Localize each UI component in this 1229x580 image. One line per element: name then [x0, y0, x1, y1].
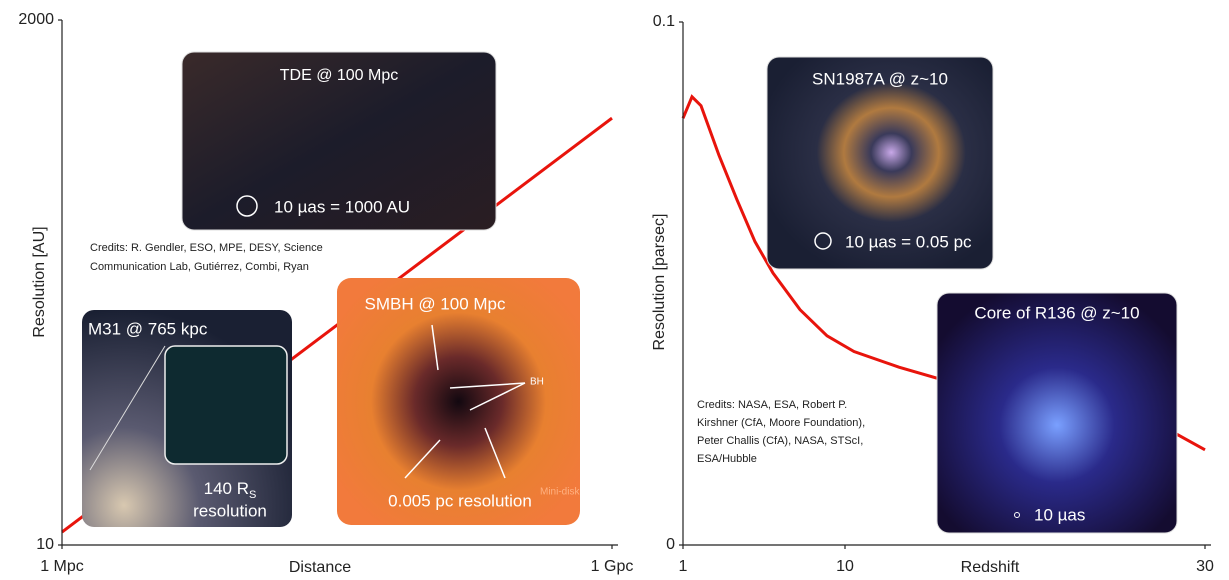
inset-title: SMBH @ 100 Mpc — [364, 294, 506, 313]
y-axis-label: Resolution [parsec] — [651, 214, 668, 351]
inset-caption: resolution — [193, 501, 267, 520]
figure: Resolution [AU] Distance TDE @ 100 Mpc 1… — [0, 0, 1229, 580]
inset-title: SN1987A @ z~10 — [812, 69, 948, 88]
inset-caption: 140 RS — [204, 479, 257, 500]
inset-label: BH — [530, 377, 544, 388]
inset-title: Core of R136 @ z~10 — [974, 303, 1139, 322]
credits: Peter Challis (CfA), NASA, STScI, — [697, 435, 863, 447]
inset-caption: 10 µas — [1034, 505, 1085, 524]
y-axis-label: Resolution [AU] — [31, 226, 48, 337]
credits: Credits: R. Gendler, ESO, MPE, DESY, Sci… — [90, 242, 323, 254]
credits: ESA/Hubble — [697, 453, 757, 465]
x-tick-label: 30 — [1196, 558, 1214, 575]
x-axis-label: Redshift — [961, 559, 1020, 576]
right-chart: Resolution [parsec] Redshift SN1987A @ z… — [651, 13, 1214, 576]
credits: Credits: NASA, ESA, Robert P. — [697, 399, 847, 411]
y-tick-label: 10 — [36, 536, 54, 553]
x-tick-label: 1 Mpc — [40, 558, 84, 575]
m31-zoom — [165, 346, 287, 464]
y-tick-label: 0 — [666, 536, 675, 553]
r136-image — [937, 293, 1177, 533]
inset-title: M31 @ 765 kpc — [88, 319, 208, 338]
inset-caption: 10 µas = 0.05 pc — [845, 232, 972, 251]
inset-caption: 10 µas = 1000 AU — [274, 197, 410, 216]
credits: Kirshner (CfA, Moore Foundation), — [697, 417, 865, 429]
inset-note: Mini-disk — [540, 487, 580, 498]
inset-title: TDE @ 100 Mpc — [280, 67, 399, 84]
credits: Communication Lab, Gutiérrez, Combi, Rya… — [90, 261, 309, 273]
x-tick-label: 1 Gpc — [591, 558, 634, 575]
y-tick-label: 2000 — [18, 11, 54, 28]
caption-main: 140 R — [204, 479, 249, 498]
caption-subscript: S — [249, 489, 256, 501]
left-chart: Resolution [AU] Distance TDE @ 100 Mpc 1… — [18, 11, 633, 576]
y-tick-label: 0.1 — [653, 13, 675, 30]
x-tick-label: 10 — [836, 558, 854, 575]
x-tick-label: 1 — [679, 558, 688, 575]
x-axis-label: Distance — [289, 559, 351, 576]
inset-caption: 0.005 pc resolution — [388, 491, 532, 510]
